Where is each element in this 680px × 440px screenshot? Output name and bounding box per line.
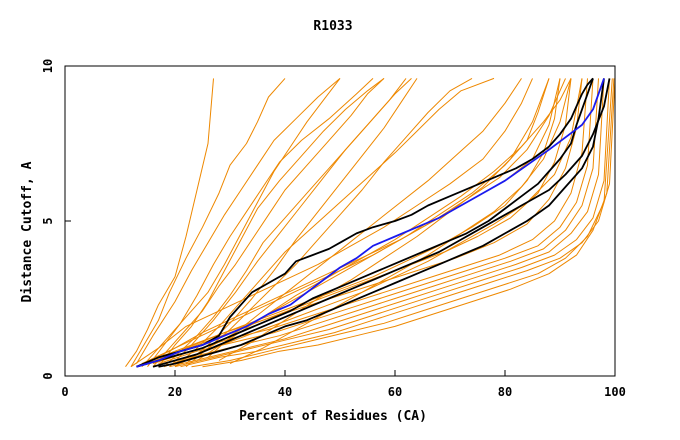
series-line-orange-17 [180,78,616,368]
series-line-orange-13 [158,78,594,365]
series-line-black-32 [136,77,594,368]
series-line-black-34 [158,78,605,368]
series-line-orange-25 [229,78,572,365]
x-tick-label: 40 [278,385,292,399]
y-tick-label: 0 [41,372,55,379]
series-line-orange-27 [158,78,385,368]
series-line-orange-31 [163,78,583,368]
y-tick-label: 10 [41,59,55,73]
series-line-orange-16 [174,78,610,368]
series-line-orange-10 [147,78,572,365]
series-line-orange-28 [169,78,407,368]
y-tick-label: 5 [41,217,55,224]
series-line-orange-6 [174,77,495,368]
series-line-orange-0 [125,78,214,367]
series-line-orange-7 [185,77,473,368]
x-tick-label: 100 [604,385,626,399]
series-line-black-35 [152,78,611,368]
series-line-orange-29 [185,78,418,364]
series-line-orange-4 [152,78,385,368]
series-line-orange-20 [130,78,533,368]
series-line-orange-9 [141,78,561,365]
series-line-orange-23 [207,78,522,358]
series-line-blue-36 [136,78,605,368]
x-tick-label: 60 [388,385,402,399]
series-line-orange-1 [130,78,286,367]
x-axis-ticks: 0 20 40 60 80 100 [61,370,626,399]
series-line-orange-2 [136,78,341,364]
series-line-orange-21 [136,78,566,368]
series-line-orange-18 [191,78,613,368]
chart-title: R1033 [313,19,352,34]
series-line-orange-14 [163,78,599,368]
series-line-orange-15 [169,78,605,368]
x-tick-label: 20 [168,385,182,399]
series-line-black-33 [136,78,594,368]
y-axis-ticks: 0 5 10 [41,59,71,380]
series-line-orange-26 [141,78,341,368]
series-layer [125,77,616,368]
x-tick-label: 80 [498,385,512,399]
series-line-orange-19 [202,78,615,368]
x-tick-label: 0 [61,385,68,399]
y-axis-label: Distance Cutoff, A [20,161,35,302]
x-axis-label: Percent of Residues (CA) [239,409,427,424]
